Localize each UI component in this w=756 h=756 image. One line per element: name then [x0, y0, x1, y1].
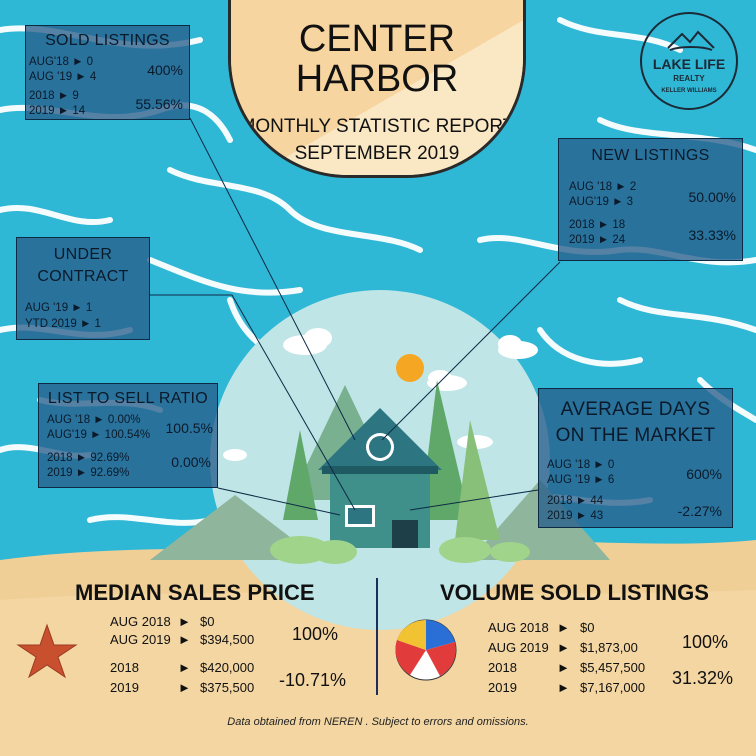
median-sales-title: MEDIAN SALES PRICE [75, 580, 315, 605]
ratio-row-4: 2019 ► 92.69% [47, 467, 130, 479]
median-row-1-arrow: ► [178, 614, 191, 629]
median-row-1-value: $0 [200, 614, 215, 629]
under-row-1: AUG '19 ► 1 [25, 302, 93, 314]
ratio-row-1: AUG '18 ► 0.00% [47, 414, 141, 426]
list-to-sell-title: LIST TO SELL RATIO [47, 390, 209, 407]
volume-sold-title: VOLUME SOLD LISTINGS [440, 580, 709, 605]
under-contract-box: UNDER CONTRACT AUG '19 ► 1 YTD 2019 ► 1 [16, 237, 150, 340]
volume-row-4-arrow: ► [557, 680, 570, 695]
volume-row-2-arrow: ► [557, 640, 570, 655]
days-row-4: 2019 ► 43 [547, 510, 604, 522]
median-pct-1: 100% [292, 624, 339, 644]
ratio-row-2: AUG'19 ► 100.54% [47, 429, 151, 441]
starfish-icon [16, 623, 78, 679]
volume-row-4-value: $7,167,000 [580, 680, 646, 695]
volume-row-2-label: AUG 2019 [488, 640, 549, 655]
new-row-2: AUG'19 ► 3 [569, 196, 634, 208]
ratio-row-3: 2018 ► 92.69% [47, 452, 130, 464]
median-row-3-arrow: ► [178, 660, 191, 675]
median-row-1-label: AUG 2018 [110, 614, 171, 629]
sold-pct-2: 55.56% [135, 96, 183, 112]
median-pct-2: -10.71% [279, 670, 347, 690]
days-pct-2: -2.27% [677, 503, 722, 519]
volume-row-4-label: 2019 [488, 680, 517, 695]
avg-days-title-2: ON THE MARKET [555, 425, 716, 446]
median-row-2-arrow: ► [178, 632, 191, 647]
volume-row-1-label: AUG 2018 [488, 620, 549, 635]
days-row-3: 2018 ► 44 [547, 495, 604, 507]
median-row-3-value: $420,000 [200, 660, 255, 675]
title-panel: CENTER HARBOR MONTHLY STATISTIC REPORT S… [228, 0, 526, 178]
under-contract-title-2: CONTRACT [37, 268, 129, 285]
volume-row-3-arrow: ► [557, 660, 570, 675]
new-row-4: 2019 ► 24 [569, 234, 626, 246]
average-days-box: AVERAGE DAYS ON THE MARKET AUG '18 ► 0 A… [538, 388, 733, 528]
list-to-sell-box: LIST TO SELL RATIO AUG '18 ► 0.00% AUG'1… [38, 383, 218, 488]
new-pct-2: 33.33% [688, 227, 736, 243]
title-line-1: CENTER [298, 18, 456, 60]
sold-row-4: 2019 ► 14 [29, 105, 86, 117]
days-pct-1: 600% [686, 466, 722, 482]
sold-row-2: AUG '19 ► 4 [29, 71, 97, 83]
median-row-3-label: 2018 [110, 660, 139, 675]
sold-row-1: AUG'18 ► 0 [29, 56, 94, 68]
new-row-3: 2018 ► 18 [569, 219, 626, 231]
volume-row-1-value: $0 [580, 620, 595, 635]
lake-life-logo: LAKE LIFE REALTY KELLER WILLIAMS [640, 12, 738, 110]
sold-row-3: 2018 ► 9 [29, 90, 79, 102]
logo-line-2: REALTY [673, 74, 705, 83]
volume-row-2-value: $1,873,00 [580, 640, 638, 655]
median-row-4-label: 2019 [110, 680, 139, 695]
median-row-4-arrow: ► [178, 680, 191, 695]
median-row-4-value: $375,500 [200, 680, 255, 695]
new-pct-1: 50.00% [688, 189, 736, 205]
volume-row-1-arrow: ► [557, 620, 570, 635]
beach-ball-icon [395, 619, 457, 681]
days-row-1: AUG '18 ► 0 [547, 459, 615, 471]
subtitle-report: MONTHLY STATISTIC REPORT [239, 116, 515, 137]
subtitle-date: SEPTEMBER 2019 [294, 143, 460, 164]
footer-disclaimer: Data obtained from NEREN . Subject to er… [227, 716, 529, 728]
volume-row-3-label: 2018 [488, 660, 517, 675]
sold-listings-title: SOLD LISTINGS [45, 32, 170, 49]
new-row-1: AUG '18 ► 2 [569, 181, 637, 193]
ratio-pct-2: 0.00% [171, 454, 211, 470]
under-contract-title-1: UNDER [53, 246, 113, 263]
volume-pct-1: 100% [682, 632, 729, 652]
under-row-2: YTD 2019 ► 1 [25, 318, 101, 330]
volume-row-3-value: $5,457,500 [580, 660, 646, 675]
median-row-2-label: AUG 2019 [110, 632, 171, 647]
ratio-pct-1: 100.5% [165, 420, 213, 436]
mountain-lake-icon [667, 30, 715, 51]
days-row-2: AUG '19 ► 6 [547, 474, 615, 486]
title-line-2: HARBOR [295, 58, 459, 100]
sold-pct-1: 400% [147, 62, 183, 78]
avg-days-title-1: AVERAGE DAYS [560, 399, 711, 420]
new-listings-title: NEW LISTINGS [591, 147, 710, 164]
new-listings-box: NEW LISTINGS AUG '18 ► 2 AUG'19 ► 3 2018… [558, 138, 743, 261]
logo-line-1: LAKE LIFE [652, 56, 726, 72]
median-row-2-value: $394,500 [200, 632, 255, 647]
logo-line-3: KELLER WILLIAMS [661, 88, 717, 94]
sold-listings-box: SOLD LISTINGS AUG'18 ► 0 AUG '19 ► 4 201… [25, 25, 190, 120]
volume-pct-2: 31.32% [672, 668, 734, 688]
